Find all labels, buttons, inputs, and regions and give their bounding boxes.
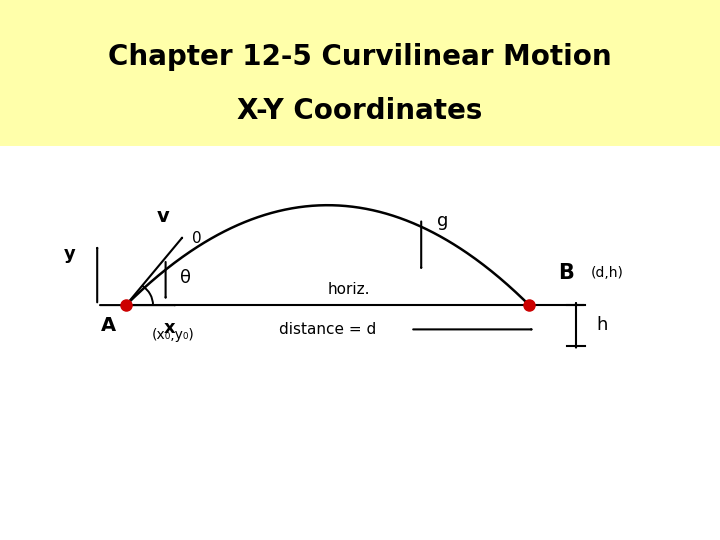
Text: X-Y Coordinates: X-Y Coordinates [238, 97, 482, 125]
Text: θ: θ [179, 269, 191, 287]
Text: y: y [64, 245, 76, 263]
FancyBboxPatch shape [0, 0, 720, 146]
Text: A: A [100, 316, 116, 335]
Text: Chapter 12-5 Curvilinear Motion: Chapter 12-5 Curvilinear Motion [108, 43, 612, 71]
Text: (x₀,y₀): (x₀,y₀) [151, 328, 194, 342]
Text: B: B [558, 262, 574, 283]
Text: distance = d: distance = d [279, 322, 377, 337]
Text: 0: 0 [192, 231, 202, 246]
Text: g: g [437, 212, 449, 231]
Text: horiz.: horiz. [328, 282, 371, 298]
Text: (d,h): (d,h) [590, 266, 624, 280]
Text: x: x [163, 319, 175, 337]
Text: v: v [157, 207, 170, 226]
Text: h: h [596, 316, 608, 334]
